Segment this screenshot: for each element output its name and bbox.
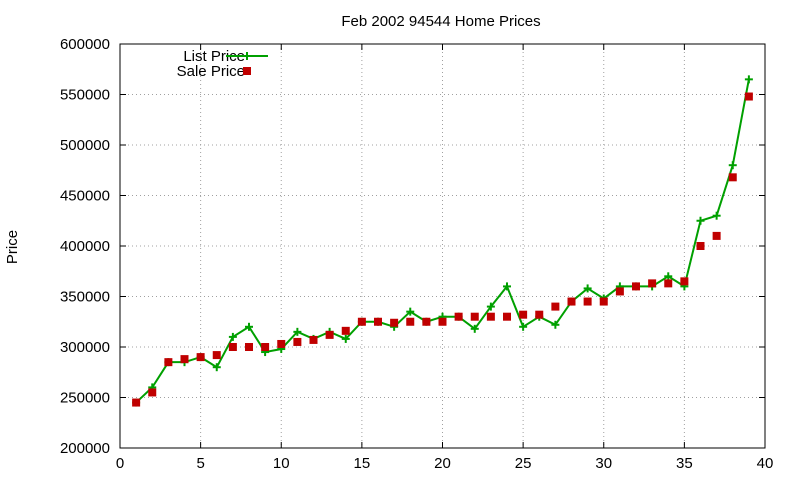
x-tick-label: 25 (515, 455, 532, 472)
sale-price-point (422, 317, 431, 326)
sale-price-point (648, 279, 657, 288)
y-tick-label: 350000 (60, 289, 110, 306)
sale-price-point (261, 343, 270, 351)
list-price-point (744, 75, 753, 84)
x-tick-label: 10 (273, 455, 290, 472)
list-price-point (712, 211, 721, 220)
sale-price-point (535, 310, 544, 319)
axes: 0 5 10 15 20 25 30 35 40 200000 250000 300000 350000… (60, 36, 773, 472)
sale-price-point (374, 317, 382, 326)
sale-price-point (293, 337, 302, 346)
sale-price-point (309, 335, 318, 344)
legend-marker-square (243, 67, 251, 75)
sale-price-point (519, 310, 528, 319)
sale-price-point (486, 312, 495, 321)
sale-price-point (696, 242, 705, 250)
list-price-point (664, 272, 673, 281)
sale-price-point (164, 358, 173, 367)
sale-price-point (503, 312, 511, 321)
list-price-point (341, 334, 350, 343)
list-price-point (406, 307, 415, 316)
list-price-point (245, 322, 253, 331)
sale-price-point (632, 282, 640, 291)
list-price-point (696, 216, 705, 225)
sale-price-point (148, 388, 157, 397)
sale-price-point (406, 317, 415, 326)
sale-price-point (212, 351, 221, 360)
sale-price-point (325, 330, 334, 339)
sale-price-point (728, 173, 737, 182)
sale-price-point (680, 277, 689, 286)
sale-price-point (664, 279, 673, 288)
y-tick-label: 250000 (60, 390, 110, 407)
sale-price-point (551, 302, 560, 311)
x-tick-label: 35 (676, 455, 693, 472)
list-price-point (503, 282, 511, 291)
x-tick-label: 40 (757, 455, 774, 472)
sale-price-point (341, 326, 350, 335)
sale-price-point (615, 287, 624, 296)
list-price-point (293, 327, 302, 336)
y-tick-label: 600000 (60, 36, 110, 53)
list-price-point (551, 320, 560, 329)
x-tick-label: 0 (116, 455, 124, 472)
sale-price-point (196, 353, 205, 362)
grid (120, 44, 765, 448)
list-price-point (519, 322, 528, 331)
legend-label: List Price (183, 48, 245, 65)
sale-price-point (583, 297, 592, 306)
x-tick-label: 5 (196, 455, 204, 472)
sale-price-point (438, 317, 447, 326)
list-price-point (228, 332, 237, 341)
y-tick-label: 550000 (60, 87, 110, 104)
sale-price-point (132, 398, 141, 407)
legend-label: Sale Price (177, 63, 245, 80)
x-tick-label: 15 (354, 455, 371, 472)
x-tick-label: 20 (434, 455, 451, 472)
sale-price-point (599, 297, 608, 306)
y-tick-label: 300000 (60, 339, 110, 356)
sale-price-point (470, 312, 479, 321)
sale-price-point (357, 317, 366, 326)
list-price-point (212, 363, 221, 372)
y-tick-label: 400000 (60, 238, 110, 255)
sale-price-point (567, 297, 576, 306)
list-price-point (486, 302, 495, 311)
list-price-point (583, 284, 592, 293)
list-price-point (470, 324, 479, 333)
series (132, 75, 753, 407)
sale-price-point (454, 312, 463, 321)
list-price-point (728, 161, 737, 170)
y-tick-label: 500000 (60, 137, 110, 154)
y-axis-label: Price (4, 230, 21, 264)
sale-price-point (180, 355, 189, 364)
chart-title: Feb 2002 94544 Home Prices (341, 13, 540, 30)
sale-price-point (245, 343, 253, 351)
sale-price-point (712, 231, 721, 240)
sale-price-point (277, 339, 286, 348)
y-tick-label: 200000 (60, 440, 110, 457)
sale-price-point (744, 92, 753, 101)
sale-price-point (228, 343, 237, 351)
y-tick-label: 450000 (60, 188, 110, 205)
sale-price-point (390, 318, 399, 327)
x-tick-label: 30 (595, 455, 612, 472)
